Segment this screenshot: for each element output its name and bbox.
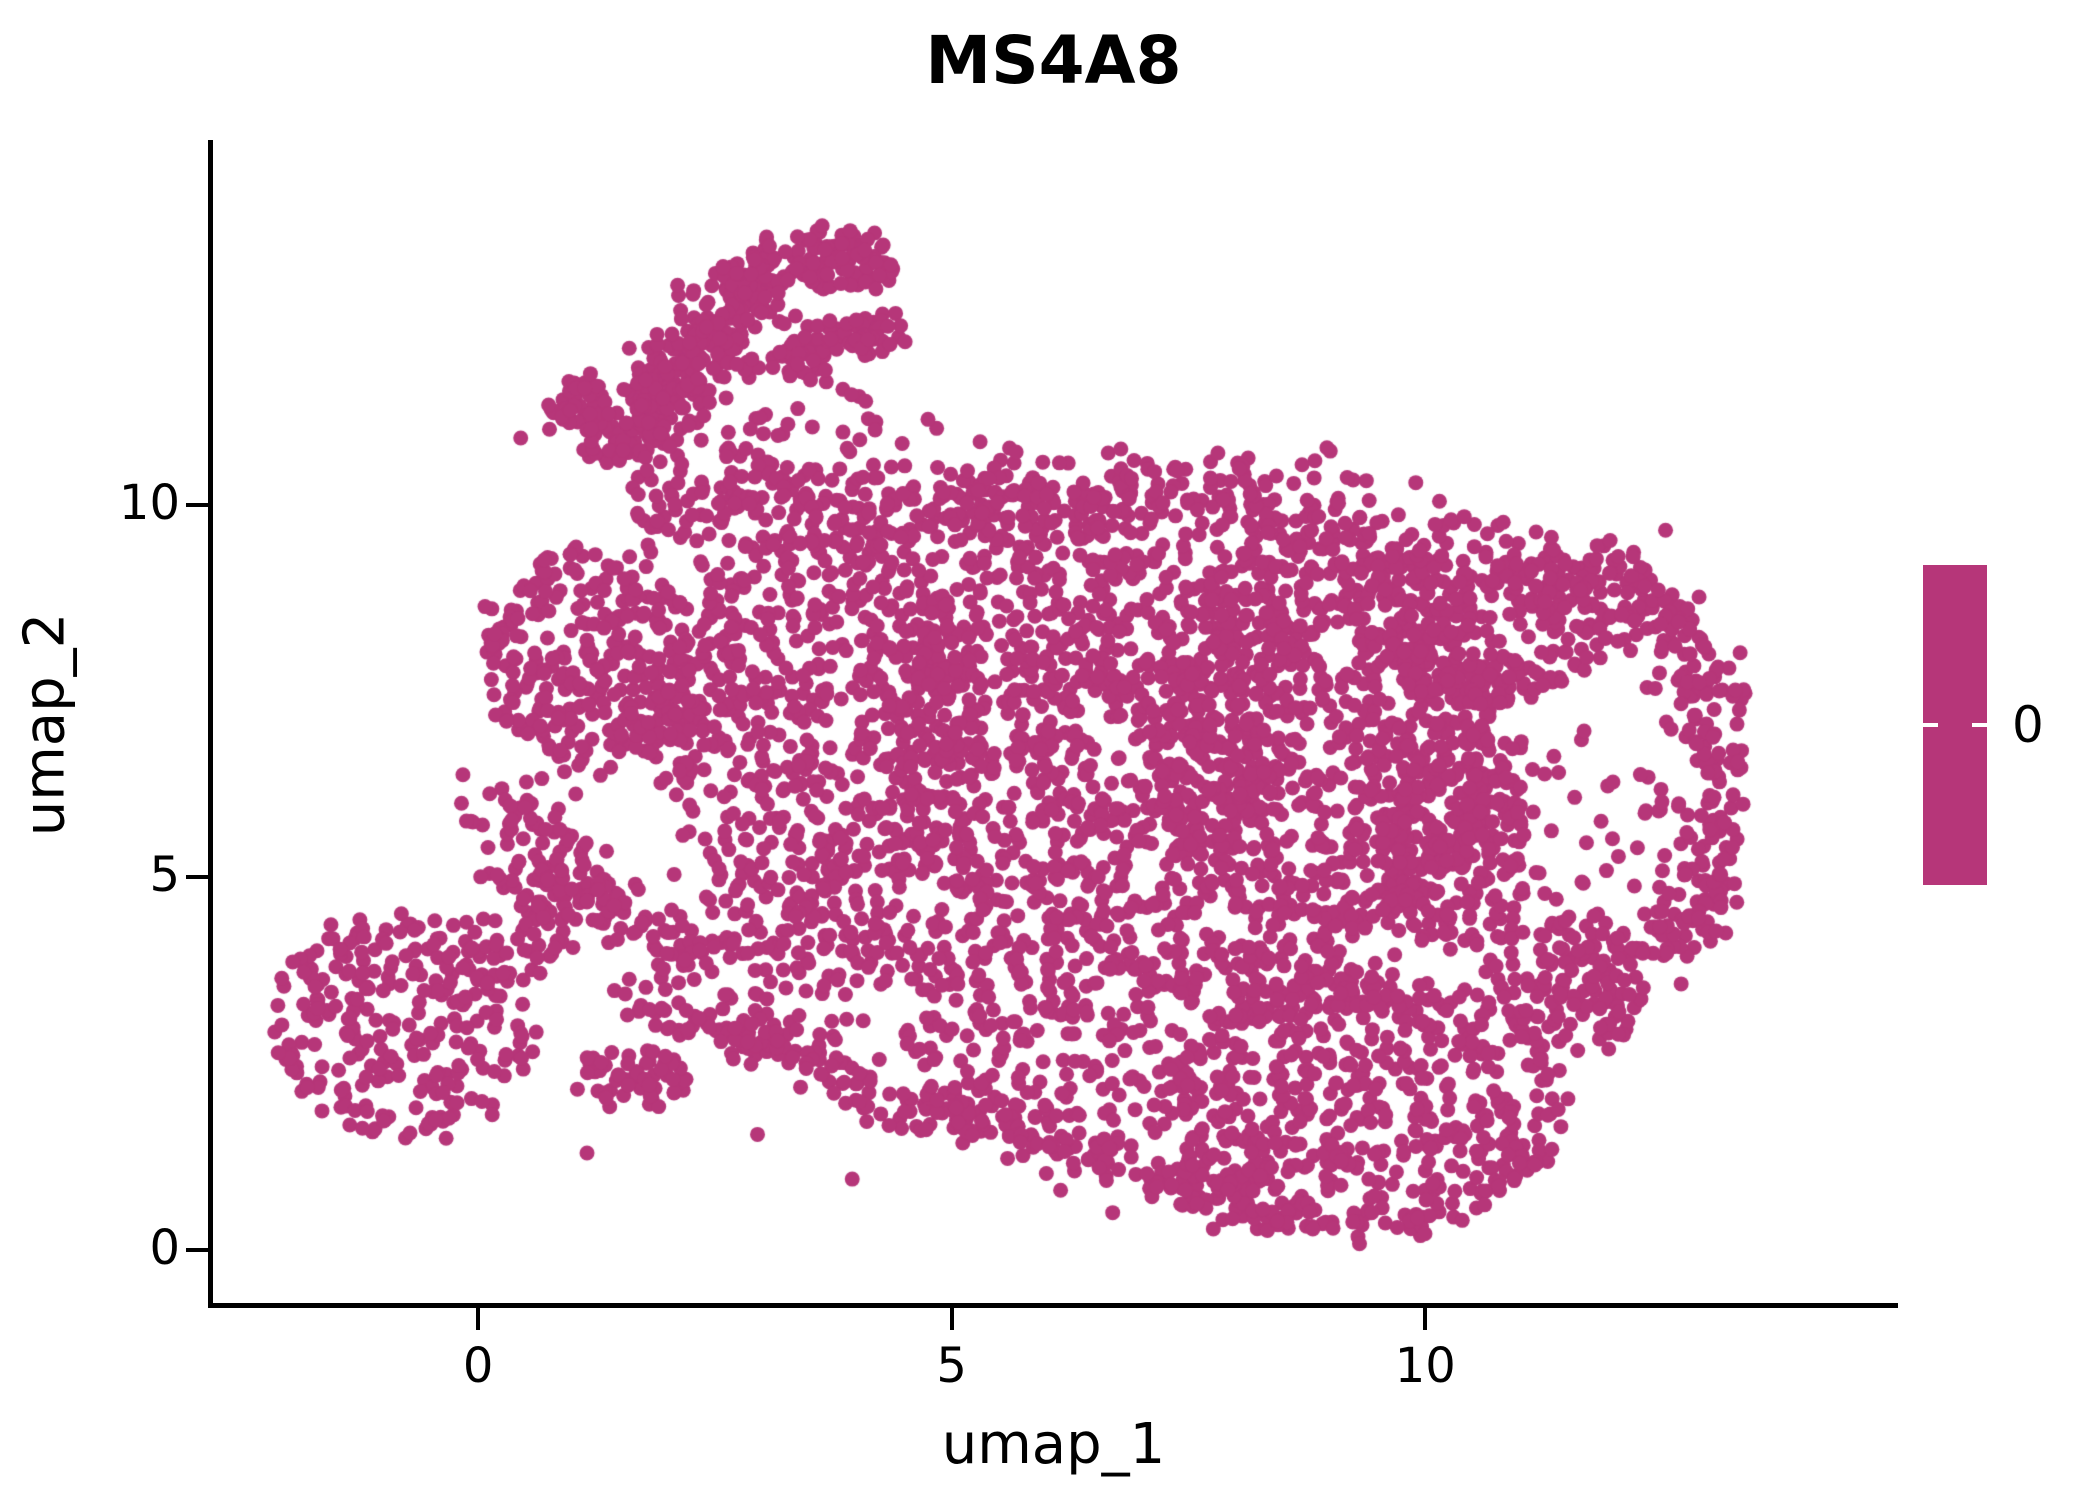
- x-axis-tick-label: 10: [1394, 1338, 1456, 1394]
- legend-tick-mark: [1923, 723, 1938, 727]
- x-axis-tick: [1423, 1308, 1428, 1330]
- legend-tick-label: 0: [2012, 696, 2044, 754]
- y-axis-tick: [186, 502, 208, 507]
- x-axis-tick-label: 0: [462, 1338, 494, 1394]
- x-axis-tick-label: 5: [936, 1338, 967, 1394]
- y-axis-tick-label: 0: [149, 1219, 180, 1276]
- y-axis-tick-label: 5: [149, 847, 180, 904]
- x-axis-tick: [476, 1308, 481, 1330]
- y-axis-tick: [186, 1247, 208, 1252]
- y-axis-tick-label: 10: [118, 474, 180, 531]
- x-axis-line: [208, 1303, 1898, 1308]
- y-axis-tick: [186, 875, 208, 880]
- y-axis-line: [208, 140, 213, 1308]
- x-axis-title: umap_1: [941, 1412, 1166, 1477]
- legend-tick-mark: [1972, 723, 1987, 727]
- x-axis-tick: [949, 1308, 954, 1330]
